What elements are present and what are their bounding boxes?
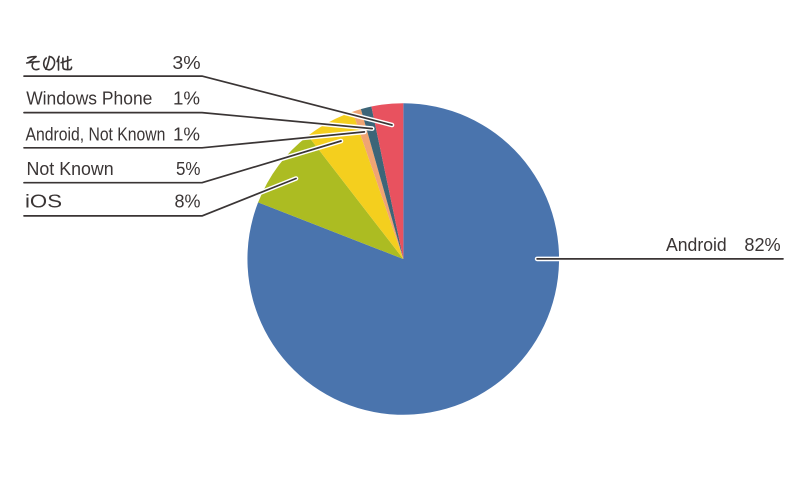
svg-text:iOS: iOS [25, 191, 62, 212]
svg-text:Not Known: Not Known [27, 158, 114, 179]
svg-text:Android: Android [666, 234, 727, 255]
svg-text:Android, Not Known: Android, Not Known [26, 123, 166, 144]
svg-text:82%: 82% [744, 234, 780, 255]
svg-text:1%: 1% [173, 87, 200, 108]
svg-text:3%: 3% [172, 52, 200, 73]
svg-text:1%: 1% [173, 123, 200, 144]
svg-text:8%: 8% [175, 191, 201, 212]
svg-text:5%: 5% [176, 158, 201, 179]
svg-text:Windows Phone: Windows Phone [26, 87, 152, 108]
